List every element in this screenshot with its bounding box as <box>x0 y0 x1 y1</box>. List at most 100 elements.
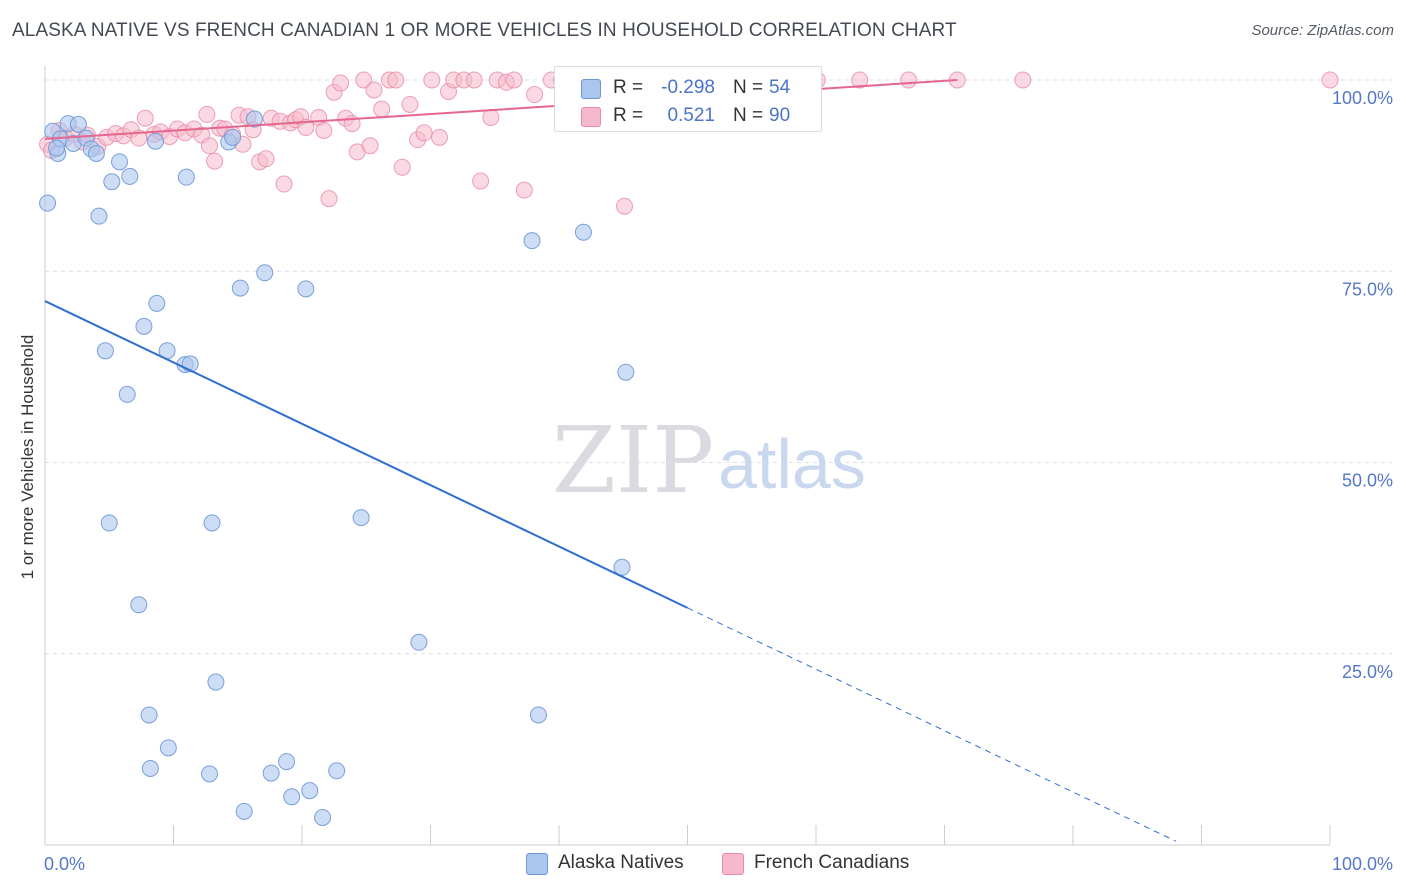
r-value: -0.298 <box>661 77 715 98</box>
x-tick-label: 100.0% <box>1332 854 1393 874</box>
r-label: R = <box>613 105 644 126</box>
alaska-natives-point <box>256 264 274 282</box>
alaska-natives-point <box>39 194 57 212</box>
french-canadians-point <box>361 137 379 155</box>
alaska-natives-point <box>100 514 118 532</box>
alaska-natives-trend-extension <box>687 607 1177 842</box>
alaska-natives-point <box>224 128 242 146</box>
watermark-atlas: atlas <box>718 425 866 503</box>
tick-labels: 25.0% 50.0% 75.0% 100.0% 0.0% 100.0% <box>44 88 1393 874</box>
alaska-natives-point <box>314 808 332 826</box>
alaska-natives-point <box>617 363 635 381</box>
alaska-natives-point <box>148 294 166 312</box>
alaska-natives-point <box>111 153 129 171</box>
alaska-natives-point <box>130 596 148 614</box>
french-canadians-point <box>616 197 634 215</box>
alaska-natives-point <box>90 207 108 225</box>
series-legend: Alaska Natives French Canadians <box>0 852 1406 878</box>
alaska-natives-point <box>574 223 592 241</box>
alaska-natives-point <box>352 509 370 527</box>
french-canadians-point <box>851 71 869 89</box>
gridlines <box>45 79 1392 655</box>
alaska-natives-point <box>207 673 225 691</box>
y-tick-label: 75.0% <box>1342 279 1393 299</box>
french-canadians-point <box>1014 71 1032 89</box>
french-canadians-point <box>430 128 448 146</box>
y-tick-label: 50.0% <box>1342 471 1393 491</box>
n-value: 54 <box>769 77 791 98</box>
french-canadians-point <box>355 71 373 89</box>
alaska-natives-point <box>278 753 296 771</box>
french-canadians-point <box>1321 71 1339 89</box>
french-canadians-point <box>198 105 216 123</box>
stats-legend: R = -0.298 N = 54 R = 0.521 N = 90 <box>554 66 822 132</box>
alaska-natives-point <box>235 802 253 820</box>
french-canadians-point <box>526 86 544 104</box>
alaska-natives-point <box>140 706 158 724</box>
alaska-natives-point <box>200 765 218 783</box>
n-value: 90 <box>769 105 791 126</box>
alaska-natives-point <box>96 342 114 360</box>
chart-title: ALASKA NATIVE VS FRENCH CANADIAN 1 OR MO… <box>12 20 957 41</box>
alaska-natives-legend-label: Alaska Natives <box>558 852 684 873</box>
french-canadians-point <box>415 124 433 142</box>
n-label: N = <box>733 105 764 126</box>
french-canadians-point <box>423 71 441 89</box>
french-canadians-point <box>387 71 405 89</box>
legend-row-french-canadians: R = 0.521 N = 90 <box>555 101 821 129</box>
x-tick-label: 0.0% <box>44 854 85 874</box>
alaska-natives-point <box>118 385 136 403</box>
french-canadians-point <box>393 158 411 176</box>
french-canadians-point <box>482 108 500 126</box>
french-canadians-point <box>315 121 333 139</box>
alaska-natives-point <box>523 232 541 250</box>
french-canadians-point <box>332 74 350 92</box>
legend-row-alaska-natives: R = -0.298 N = 54 <box>555 73 821 101</box>
french-canadians-point <box>515 181 533 199</box>
french-canadians-point <box>505 71 523 89</box>
alaska-natives-point <box>121 167 139 185</box>
source-credit: Source: ZipAtlas.com <box>1251 22 1394 39</box>
alaska-natives-point <box>147 132 165 150</box>
r-label: R = <box>613 77 644 98</box>
alaska-natives-point <box>297 280 315 298</box>
axes <box>44 66 1331 846</box>
french-canadians-swatch <box>581 107 601 127</box>
alaska-natives-point <box>141 760 159 777</box>
french-canadians-legend-label: French Canadians <box>754 852 910 873</box>
french-canadians-point <box>275 175 293 193</box>
alaska-natives-points <box>39 71 711 826</box>
alaska-natives-point <box>48 139 66 157</box>
alaska-natives-point <box>301 782 319 800</box>
french-canadians-point <box>472 172 490 190</box>
alaska-natives-point <box>231 279 249 297</box>
watermark-zip: ZIP <box>552 407 714 514</box>
y-tick-label: 100.0% <box>1332 88 1393 108</box>
alaska-natives-point <box>135 317 153 335</box>
alaska-natives-point <box>613 558 631 576</box>
alaska-natives-point <box>159 739 177 757</box>
french-canadians-point <box>136 109 154 127</box>
french-canadians-point <box>297 118 315 136</box>
alaska-natives-point <box>69 115 87 133</box>
french-canadians-point <box>200 137 218 155</box>
french-canadians-point <box>401 95 419 113</box>
alaska-natives-point <box>177 168 195 186</box>
french-canadians-point <box>206 152 224 170</box>
alaska-natives-point <box>283 788 301 806</box>
french-canadians-legend-swatch <box>722 853 744 875</box>
french-canadians-point <box>373 100 391 118</box>
alaska-natives-point <box>529 706 547 724</box>
alaska-natives-point <box>328 762 346 780</box>
french-canadians-point <box>365 81 383 99</box>
alaska-natives-legend-swatch <box>526 853 548 875</box>
alaska-natives-point <box>262 764 280 782</box>
french-canadians-point <box>900 71 918 89</box>
y-tick-label: 25.0% <box>1342 662 1393 682</box>
french-canadians-point <box>320 190 338 208</box>
alaska-natives-swatch <box>581 79 601 99</box>
french-canadians-point <box>257 150 275 168</box>
r-value: 0.521 <box>667 105 715 126</box>
alaska-natives-point <box>245 110 263 128</box>
